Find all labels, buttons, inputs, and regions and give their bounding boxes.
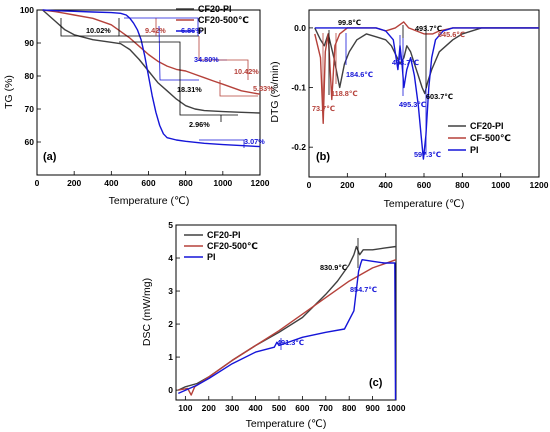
y-axis-title: TG (%)	[3, 75, 15, 109]
series-line-pi	[314, 27, 539, 160]
x-tick-label: 100	[178, 403, 192, 413]
x-tick-label: 600	[141, 178, 155, 188]
dsc-chart: 100 200 300 400 500 600 700 800 900 1000 0 1 2 3 4 5 83…	[141, 220, 406, 430]
legend: CF20-PI CF20-500℃ PI	[184, 230, 258, 262]
y-axis-title: DTG (%/min)	[269, 61, 281, 122]
legend-label-cf20-pi: CF20-PI	[470, 121, 504, 131]
panel-label: (c)	[369, 377, 383, 389]
annotation-lines	[322, 25, 427, 155]
legend-label-cf20-500: CF20-500℃	[207, 241, 258, 251]
y-tick-label: 80	[25, 71, 35, 81]
x-tick-label: 400	[248, 403, 262, 413]
annotation-label: 495.3℃	[399, 100, 426, 109]
x-tick-label: 0	[35, 178, 40, 188]
x-tick-label: 600	[295, 403, 309, 413]
annotation-label: 18.31%	[177, 85, 202, 94]
annotation-label: 493.7℃	[415, 24, 442, 33]
series-line-pi	[42, 9, 261, 148]
annotation-label: 10.02%	[86, 26, 111, 35]
tg-chart: 0 200 400 600 800 1000 1200 60 70 80 90 100 10.02% 9…	[3, 4, 274, 207]
annotation-label: 10.42%	[234, 67, 259, 76]
plot-frame	[36, 9, 261, 176]
x-tick-label: 500	[272, 403, 286, 413]
x-tick-label: 300	[225, 403, 239, 413]
legend-label-cf20-pi: CF20-PI	[207, 230, 241, 240]
x-tick-label: 800	[179, 178, 193, 188]
y-tick-label: -0.1	[291, 83, 306, 93]
y-tick-label: 5	[168, 220, 173, 230]
annotation-label: 603.7℃	[426, 92, 453, 101]
x-tick-label: 600	[417, 180, 431, 190]
x-tick-label: 1000	[213, 178, 232, 188]
y-tick-label: 1	[168, 352, 173, 362]
x-tick-label: 400	[104, 178, 118, 188]
y-axis-title: DSC (mW/mg)	[141, 278, 153, 346]
series-line-cf20-pi	[42, 9, 261, 114]
legend-label-cf20-pi: CF20-PI	[198, 4, 232, 14]
annotation-label: 491.3℃	[277, 338, 304, 347]
annotation-label: 99.8℃	[338, 18, 361, 27]
y-tick-label: 4	[168, 253, 173, 263]
annotation-label: 9.42%	[145, 26, 166, 35]
series-line-pi	[178, 259, 397, 401]
x-tick-label: 1000	[491, 180, 510, 190]
panel-label: (b)	[316, 151, 330, 163]
annotation-label: 73.7℃	[312, 104, 335, 113]
annotation-label: 854.7℃	[350, 285, 377, 294]
series-line-cf20-500	[42, 9, 261, 95]
annotation-label: 184.6℃	[346, 70, 373, 79]
legend-label-pi: PI	[207, 252, 216, 262]
annotation-label: 2.96%	[189, 120, 210, 129]
legend: CF20-PI CF-500℃ PI	[448, 121, 511, 155]
x-tick-label: 700	[319, 403, 333, 413]
y-tick-label: 90	[25, 38, 35, 48]
x-tick-label: 200	[67, 178, 81, 188]
x-tick-label: 1000	[387, 403, 406, 413]
annotation-label: 645.6℃	[438, 30, 465, 39]
legend-label-pi: PI	[198, 26, 207, 36]
y-tick-label: 60	[25, 137, 35, 147]
x-axis-title: Temperature (℃)	[246, 418, 327, 430]
annotation-label: 118.8℃	[331, 89, 358, 98]
annotation-label: 597.3℃	[414, 150, 441, 159]
legend-label-cf20-500: CF20-500℃	[198, 15, 249, 25]
y-tick-label: 100	[20, 5, 34, 15]
annotation-lines	[60, 17, 258, 148]
x-tick-label: 1200	[530, 180, 549, 190]
annotation-label: 5.83%	[253, 84, 274, 93]
annotation-lines	[280, 238, 359, 350]
series-line-cf20-500	[178, 259, 397, 396]
y-tick-label: 2	[168, 319, 173, 329]
y-tick-label: 0	[168, 385, 173, 395]
annotation-label: 3.07%	[244, 137, 265, 146]
dtg-chart: 0 200 400 600 800 1000 1200 -0.2 -0.1 0.0 99.8℃ 73…	[269, 9, 549, 210]
y-tick-label: 70	[25, 104, 35, 114]
legend: CF20-PI CF20-500℃ PI	[176, 4, 249, 36]
x-tick-label: 800	[455, 180, 469, 190]
annotation-label: 34.80%	[194, 55, 219, 64]
x-tick-label: 800	[342, 403, 356, 413]
legend-label-pi: PI	[470, 145, 479, 155]
annotation-label: 830.9℃	[320, 263, 347, 272]
x-tick-label: 200	[202, 403, 216, 413]
annotation-label: 463.7℃	[392, 58, 419, 67]
panel-label: (a)	[43, 151, 57, 163]
x-tick-label: 200	[340, 180, 354, 190]
x-tick-label: 900	[366, 403, 380, 413]
y-tick-label: 0.0	[294, 23, 306, 33]
y-tick-label: -0.2	[291, 142, 306, 152]
y-tick-label: 3	[168, 286, 173, 296]
x-axis-title: Temperature (℃)	[109, 195, 190, 207]
series-line-cf20-pi	[314, 27, 539, 95]
legend-label-cf-500: CF-500℃	[470, 133, 511, 143]
x-axis-title: Temperature (℃)	[384, 198, 465, 210]
x-tick-label: 400	[379, 180, 393, 190]
x-tick-label: 1200	[251, 178, 270, 188]
x-tick-label: 0	[307, 180, 312, 190]
